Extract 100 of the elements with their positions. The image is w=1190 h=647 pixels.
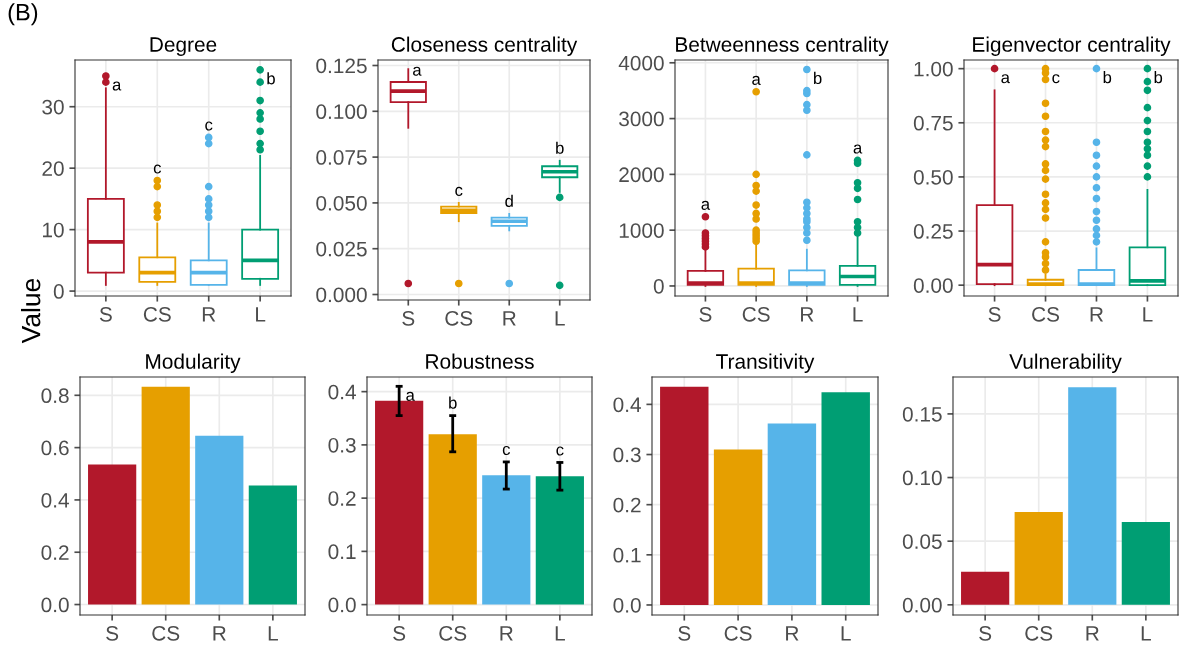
y-tick-label: 0.050 xyxy=(316,195,367,211)
annotation: c xyxy=(1052,74,1060,84)
x-tick-label: L xyxy=(841,626,851,641)
annotation: d xyxy=(505,194,513,207)
y-tick-label: 0.075 xyxy=(316,150,367,165)
x-tick-label: CS xyxy=(1025,625,1053,641)
x-tick-label: R xyxy=(503,311,516,326)
annotation: a xyxy=(112,81,122,91)
chart-title: Robustness xyxy=(426,353,534,369)
x-tick-label: L xyxy=(853,307,863,322)
chart-title: Modularity xyxy=(146,353,241,373)
x-tick-label: CS xyxy=(152,625,180,641)
annotation: c xyxy=(153,164,162,174)
y-tick-label: 0.2 xyxy=(613,497,641,513)
annotation: a xyxy=(701,200,711,210)
x-tick-label: CS xyxy=(1032,306,1060,322)
y-tick-label: 0.75 xyxy=(913,115,953,131)
y-tick-label: 0.50 xyxy=(913,169,953,185)
annotation: c xyxy=(205,121,213,131)
y-tick-label: 0.00 xyxy=(902,597,942,613)
y-tick-label: 0.6 xyxy=(41,440,69,456)
x-tick-label: S xyxy=(678,625,691,641)
x-tick-label: R xyxy=(1090,307,1104,322)
y-tick-label: 0.025 xyxy=(316,241,367,257)
x-tick-label: S xyxy=(979,625,992,641)
text: (B) xyxy=(8,3,38,26)
x-tick-label: CS xyxy=(439,625,467,641)
annotation: a xyxy=(853,144,863,154)
y-tick-label: 0.100 xyxy=(316,104,367,120)
annotation: b xyxy=(449,396,457,409)
chart-title: Eigenvector centrality xyxy=(973,36,1171,56)
y-tick-label: 10 xyxy=(43,222,64,238)
x-tick-label: CS xyxy=(445,310,473,326)
y-tick-label: 20 xyxy=(42,161,64,176)
y-tick-label: 0.8 xyxy=(41,388,69,404)
x-tick-label: R xyxy=(1086,626,1099,641)
y-tick-label: 0.05 xyxy=(902,534,942,549)
x-tick-label: CS xyxy=(742,306,770,322)
x-tick-label: S xyxy=(99,306,112,322)
x-tick-label: S xyxy=(402,310,415,326)
annotation: b xyxy=(1154,71,1163,84)
annotation: a xyxy=(1001,74,1010,84)
y-tick-label: 0.3 xyxy=(613,447,641,463)
annotation: b xyxy=(1103,71,1112,84)
x-tick-label: S xyxy=(988,306,1001,322)
y-tick-label: 3000 xyxy=(619,111,664,127)
annotation: b xyxy=(556,141,564,154)
annotation: a xyxy=(752,75,761,85)
annotation: c xyxy=(455,186,463,197)
chart-title: Vulnerability xyxy=(1009,353,1122,373)
x-tick-label: R xyxy=(786,626,799,641)
y-tick-label: 0.25 xyxy=(913,224,953,239)
y-tick-label: 0.3 xyxy=(328,437,356,453)
y-tick-label: 0.10 xyxy=(902,470,942,486)
x-tick-label: S xyxy=(393,625,406,641)
annotation: c xyxy=(502,445,511,456)
annotation: a xyxy=(413,66,422,76)
y-tick-label: 0 xyxy=(53,284,64,299)
y-axis-title: Value xyxy=(21,278,41,344)
y-tick-label: 1.00 xyxy=(914,61,953,77)
x-tick-label: CS xyxy=(143,306,171,322)
annotation: b xyxy=(267,72,275,85)
y-tick-label: 0.000 xyxy=(316,287,367,303)
x-tick-label: L xyxy=(1143,307,1153,322)
x-tick-label: R xyxy=(801,307,814,322)
chart-title: Transitivity xyxy=(716,353,815,373)
y-tick-label: 0.4 xyxy=(41,492,69,508)
y-tick-label: 0.15 xyxy=(902,406,942,422)
y-tick-label: 1000 xyxy=(619,223,664,238)
annotation: b xyxy=(814,71,822,85)
x-tick-label: S xyxy=(106,625,119,641)
chart-title: Closeness centrality xyxy=(391,36,578,56)
y-tick-label: 0.1 xyxy=(328,544,356,560)
y-tick-label: 30 xyxy=(42,99,64,115)
y-tick-label: 0.125 xyxy=(316,58,367,74)
chart-title: Betweenness centrality xyxy=(676,36,889,56)
x-tick-label: R xyxy=(213,626,226,641)
x-tick-label: L xyxy=(555,626,565,641)
x-tick-label: CS xyxy=(724,625,752,641)
y-tick-label: 0.4 xyxy=(328,384,356,400)
y-tick-label: 0.2 xyxy=(41,545,69,560)
x-tick-label: L xyxy=(555,311,565,326)
x-tick-label: R xyxy=(500,626,513,641)
annotation: a xyxy=(406,391,415,401)
y-tick-label: 0.0 xyxy=(613,597,641,613)
y-tick-label: 4000 xyxy=(618,55,664,71)
x-tick-label: L xyxy=(256,307,266,322)
x-tick-label: L xyxy=(268,626,278,641)
y-tick-label: 0.2 xyxy=(328,491,356,506)
y-tick-label: 2000 xyxy=(619,167,664,183)
chart-title: Degree xyxy=(150,37,217,56)
y-tick-label: 0.0 xyxy=(41,597,69,613)
y-tick-label: 0.0 xyxy=(328,597,356,613)
x-tick-label: R xyxy=(202,307,216,322)
x-tick-label: L xyxy=(1141,626,1151,641)
x-tick-label: S xyxy=(699,306,712,322)
annotation: c xyxy=(556,446,564,456)
y-tick-label: 0.4 xyxy=(613,397,641,413)
y-tick-label: 0 xyxy=(653,278,664,294)
y-tick-label: 0.00 xyxy=(913,278,953,293)
